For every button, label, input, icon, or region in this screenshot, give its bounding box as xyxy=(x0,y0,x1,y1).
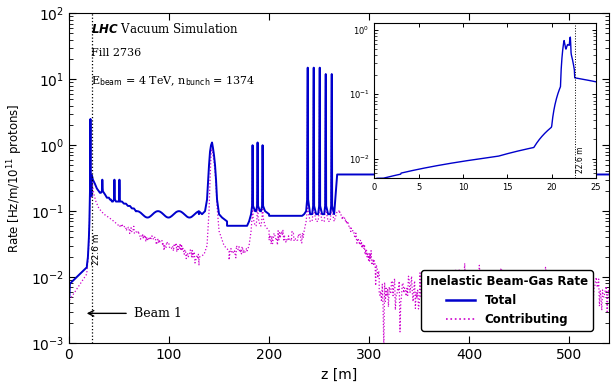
Text: E$_{\rm beam}$ = 4 TeV, n$_{\rm bunch}$ = 1374: E$_{\rm beam}$ = 4 TeV, n$_{\rm bunch}$ … xyxy=(90,74,255,88)
Text: Fill 2736: Fill 2736 xyxy=(90,48,141,58)
Legend: Total, Contributing: Total, Contributing xyxy=(421,270,593,330)
Text: Beam 1: Beam 1 xyxy=(134,307,182,320)
X-axis label: z [m]: z [m] xyxy=(321,367,357,382)
Text: 22.6 m: 22.6 m xyxy=(92,234,101,265)
Y-axis label: Rate [Hz/m/10$^{11}$ protons]: Rate [Hz/m/10$^{11}$ protons] xyxy=(6,103,25,253)
Text: $\bfit{LHC}$ Vacuum Simulation: $\bfit{LHC}$ Vacuum Simulation xyxy=(90,22,238,36)
